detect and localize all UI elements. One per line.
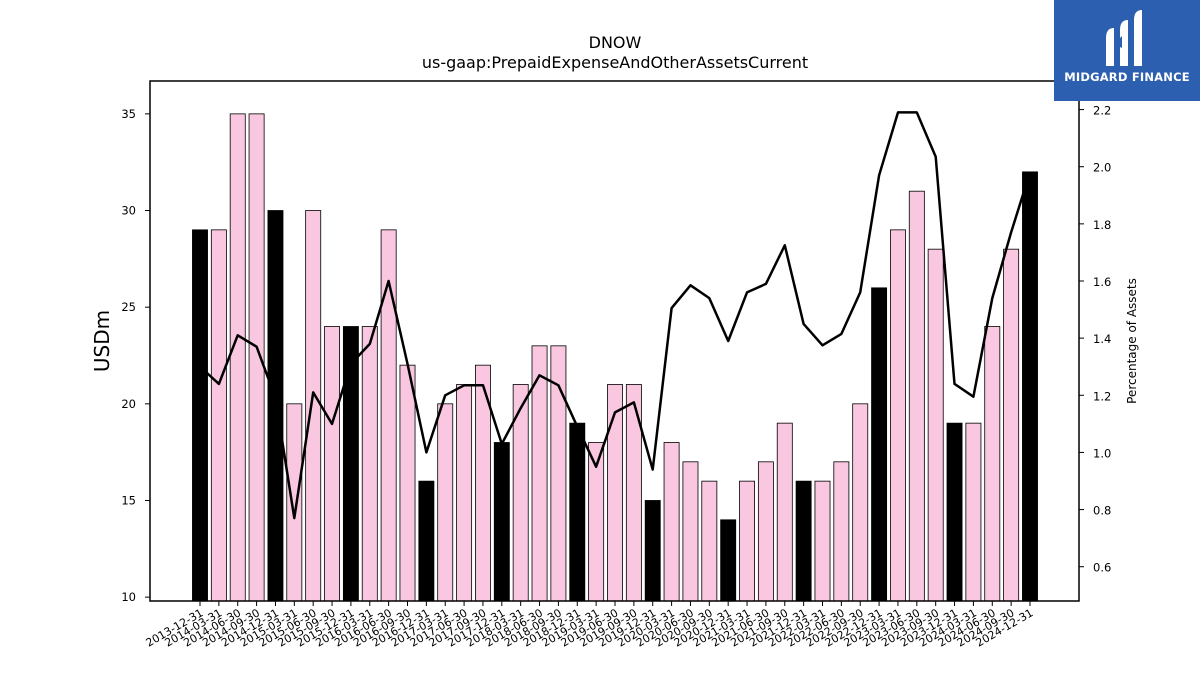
bar — [361, 326, 378, 602]
bar — [814, 480, 831, 602]
line-path — [199, 111, 1032, 520]
y-axis-right: 0.6 0.8 1.0 1.2 1.4 1.6 1.8 2.0 2.2 — [1079, 104, 1111, 575]
bar — [210, 229, 227, 602]
bar — [890, 229, 906, 602]
bar — [927, 248, 944, 602]
bar — [324, 326, 340, 602]
bar — [871, 287, 888, 602]
bar — [701, 480, 718, 602]
y2-tick-label: 2.0 — [1093, 161, 1111, 175]
bar — [1003, 248, 1020, 602]
bar — [1022, 171, 1038, 602]
bar — [908, 190, 925, 602]
bar — [663, 442, 680, 602]
bar — [946, 422, 963, 602]
y-axis-label: USDm — [90, 310, 114, 372]
x-axis: 2013-12-312014-03-312014-06-302014-09-30… — [144, 601, 1036, 650]
y2-tick-label: 1.0 — [1093, 446, 1111, 460]
bar-series — [192, 113, 1038, 602]
bar — [456, 384, 473, 602]
midgard-finance-logo: MIDGARD FINANCE — [1054, 0, 1200, 101]
y-tick-label: 20 — [121, 397, 136, 411]
bar — [399, 364, 416, 602]
y2-tick-label: 1.6 — [1093, 275, 1111, 289]
bar — [682, 461, 699, 602]
y2-tick-label: 0.8 — [1093, 504, 1111, 518]
y-tick-label: 25 — [121, 300, 136, 314]
y-tick-label: 10 — [121, 590, 136, 604]
chart-title: DNOW — [589, 33, 642, 52]
y2-tick-label: 1.8 — [1093, 218, 1111, 232]
bar — [776, 422, 793, 602]
bar — [229, 113, 246, 602]
bar — [795, 480, 812, 602]
bar — [437, 403, 454, 602]
chart-subtitle: us-gaap:PrepaidExpenseAndOtherAssetsCurr… — [422, 53, 808, 72]
y-tick-label: 35 — [121, 107, 136, 121]
y2-tick-label: 1.4 — [1093, 332, 1111, 346]
bar — [286, 403, 303, 602]
y2-axis-label: Percentage of Assets — [1125, 278, 1139, 404]
bar — [965, 422, 982, 602]
y-axis-left: 10 15 20 25 30 35 — [121, 107, 150, 604]
bar — [757, 461, 774, 602]
y2-tick-label: 0.6 — [1093, 561, 1111, 575]
bar — [493, 442, 510, 602]
logo-text: MIDGARD FINANCE — [1064, 70, 1190, 84]
bar — [644, 500, 661, 602]
bar — [569, 422, 586, 602]
bar — [418, 480, 435, 602]
line-series — [199, 111, 1032, 520]
midgard-logo-icon — [1106, 10, 1142, 66]
y-tick-label: 15 — [121, 493, 136, 507]
bar — [984, 326, 1001, 602]
bar — [305, 210, 322, 602]
bar — [720, 519, 737, 602]
bar — [852, 403, 869, 602]
y-tick-label: 30 — [121, 204, 136, 218]
bar — [739, 480, 755, 602]
y2-tick-label: 1.2 — [1093, 389, 1111, 403]
y2-tick-label: 2.2 — [1093, 104, 1111, 118]
bar — [833, 461, 850, 602]
bar — [607, 384, 623, 602]
bar — [192, 229, 208, 602]
